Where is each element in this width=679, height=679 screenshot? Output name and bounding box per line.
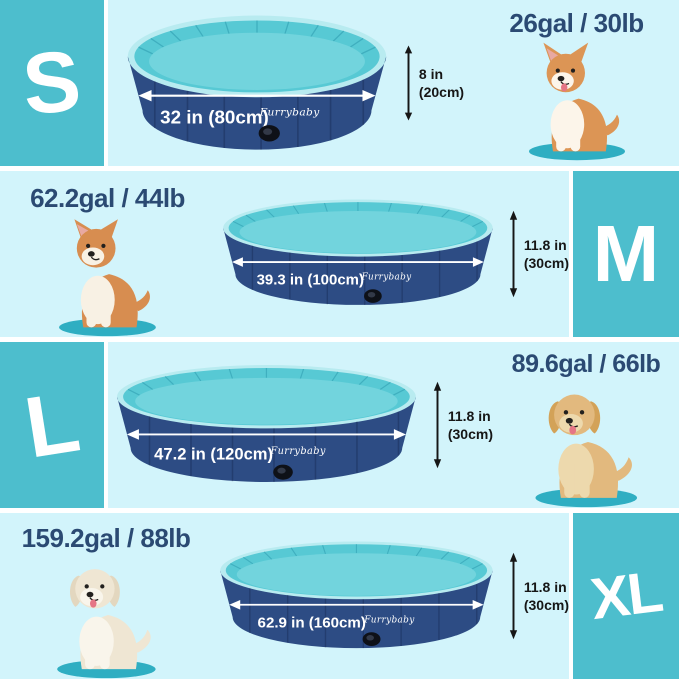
drain-valve-highlight (366, 634, 374, 641)
height-dimension-label: 11.8 in (30cm) (524, 578, 569, 614)
pool-illustration-m: 39.3 in (100cm) Furrybaby (223, 199, 493, 306)
height-cm: (30cm) (447, 426, 493, 442)
pool-illustration-xl: 62.9 in (160cm) Furrybaby (220, 541, 493, 648)
labrador-illustration (56, 569, 156, 679)
shiba-inu-illustration (59, 219, 156, 337)
height-inches: 11.8 in (523, 236, 567, 253)
brand-logo: Furrybaby (259, 106, 321, 119)
drain-valve-highlight (277, 467, 286, 474)
height-dimension-label: 11.8 in (30cm) (448, 407, 493, 443)
pool-wall-folds (251, 242, 478, 306)
height-inches: 11.8 in (447, 407, 491, 424)
pool-wall-folds (153, 80, 365, 151)
height-cm: (20cm) (418, 84, 465, 100)
width-dimension-label: 39.3 in (100cm) (257, 272, 364, 289)
corgi-illustration (528, 42, 625, 161)
pool-area-l: 47.2 in (120cm) Furrybaby 11.8 in (30cm) (108, 342, 493, 508)
golden-retriever-illustration (535, 394, 637, 508)
pool-illustration-s: 32 in (80cm) Furrybaby (127, 15, 387, 151)
height-dimension-l: 11.8 in (30cm) (431, 380, 493, 470)
height-arrow (509, 210, 518, 298)
width-arrowhead-right (393, 429, 406, 440)
brand-logo: Furrybaby (269, 446, 325, 457)
width-arrowhead-left (232, 257, 243, 268)
size-letter-l: L (18, 373, 86, 477)
size-row-xl: 159.2gal / 88lb (0, 513, 679, 679)
size-badge-m: M (569, 171, 679, 337)
height-arrow (509, 552, 518, 640)
pool-area-xl: 62.9 in (160cm) Furrybaby 11.8 in (30cm) (212, 513, 569, 679)
size-badge-xl: XL (569, 513, 679, 679)
width-arrowhead-left (229, 599, 241, 610)
height-arrow (433, 381, 442, 469)
dog-column-labrador: 159.2gal / 88lb (0, 513, 212, 679)
size-row-s: S (0, 0, 679, 166)
capacity-label: 159.2gal / 88lb (21, 523, 191, 553)
pool-fold-lines (229, 544, 483, 570)
width-dimension-label: 62.9 in (160cm) (258, 614, 366, 631)
height-dimension-xl: 11.8 in (30cm) (507, 551, 569, 641)
size-letter-m: M (592, 209, 660, 298)
brand-logo: Furrybaby (363, 615, 415, 625)
height-arrow (404, 45, 413, 121)
height-inches: 8 in (418, 65, 444, 82)
size-letter-xl: XL (587, 558, 665, 633)
width-arrowhead-left (138, 90, 152, 102)
width-dimension-label: 32 in (80cm) (160, 107, 269, 128)
dog-column-golden: 89.6gal / 66lb (493, 342, 679, 508)
drain-valve-highlight (263, 128, 273, 136)
pool-illustration-l: 47.2 in (120cm) Furrybaby (117, 365, 416, 482)
capacity-label: 62.2gal / 44lb (30, 183, 185, 213)
width-dimension-label: 47.2 in (120cm) (154, 444, 273, 463)
height-dimension-m: 11.8 in (30cm) (507, 209, 569, 299)
pool-area-s: 32 in (80cm) Furrybaby 8 in (20cm) (108, 0, 474, 166)
height-dimension-s: 8 in (20cm) (402, 44, 464, 122)
size-badge-l: L (0, 342, 108, 508)
width-arrowhead-left (126, 429, 139, 440)
pool-fold-lines (127, 368, 406, 396)
width-arrowhead-right (472, 257, 484, 268)
size-badge-s: S (0, 0, 108, 166)
height-cm: (30cm) (523, 597, 569, 613)
size-row-l: L (0, 342, 679, 508)
size-letter-s: S (19, 32, 85, 134)
dog-column-shiba: 62.2gal / 44lb (0, 171, 215, 337)
dog-column-corgi: 26gal / 30lb (474, 0, 679, 166)
drain-valve-highlight (367, 292, 376, 298)
height-inches: 11.8 in (523, 578, 567, 595)
height-cm: (30cm) (523, 255, 569, 271)
brand-logo: Furrybaby (361, 273, 413, 283)
width-arrowhead-right (472, 599, 484, 610)
height-dimension-label: 11.8 in (30cm) (524, 236, 569, 272)
pool-fold-lines (138, 20, 376, 55)
height-dimension-label: 8 in (20cm) (419, 65, 464, 101)
capacity-label: 26gal / 30lb (509, 8, 644, 38)
capacity-label: 89.6gal / 66lb (511, 350, 661, 378)
width-arrowhead-right (362, 90, 376, 102)
pool-area-m: 39.3 in (100cm) Furrybaby 11.8 in (30cm) (215, 171, 569, 337)
pool-fold-lines (232, 202, 484, 228)
size-row-m: 62.2gal / 44lb (0, 171, 679, 337)
